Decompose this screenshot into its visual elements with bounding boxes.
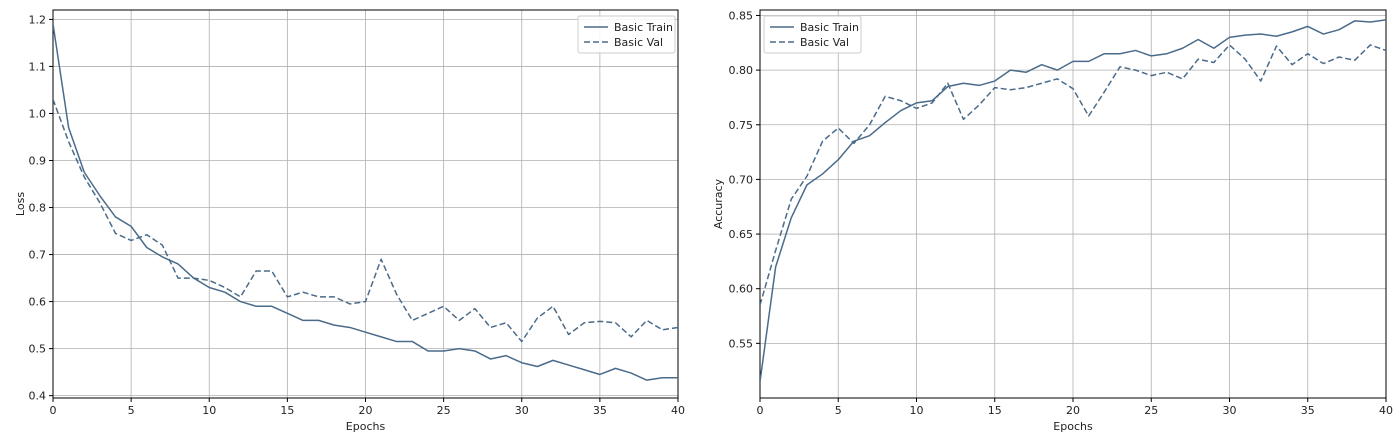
y-tick-label: 1.1 xyxy=(29,60,47,73)
x-tick-label: 0 xyxy=(50,404,57,417)
y-tick-label: 0.9 xyxy=(29,154,47,167)
x-tick-label: 5 xyxy=(835,404,842,417)
y-tick-label: 0.55 xyxy=(729,337,754,350)
legend: Basic Train Basic Val xyxy=(763,15,862,54)
y-tick-label: 0.5 xyxy=(29,343,47,356)
y-tick-label: 0.65 xyxy=(729,228,754,241)
x-tick-label: 5 xyxy=(128,404,135,417)
x-tick-label: 40 xyxy=(671,404,685,417)
y-tick-label: 0.7 xyxy=(29,249,47,262)
legend-box xyxy=(577,15,676,54)
x-tick-label: 40 xyxy=(1379,404,1393,417)
series-line-val xyxy=(760,44,1386,306)
legend-label: Basic Train xyxy=(800,21,859,34)
y-axis-label: Loss xyxy=(14,192,27,216)
x-tick-label: 15 xyxy=(280,404,294,417)
y-tick-label: 0.85 xyxy=(729,9,754,22)
x-tick-label: 15 xyxy=(988,404,1002,417)
y-tick-label: 0.80 xyxy=(729,64,754,77)
series-line-train xyxy=(760,19,1386,382)
y-axis-label: Accuracy xyxy=(712,178,725,229)
y-tick-label: 1.2 xyxy=(29,13,47,26)
x-tick-label: 35 xyxy=(593,404,607,417)
x-tick-label: 20 xyxy=(359,404,373,417)
x-axis-label: Epochs xyxy=(346,420,386,433)
x-tick-label: 30 xyxy=(1223,404,1237,417)
y-tick-label: 1.0 xyxy=(29,107,47,120)
legend-label: Basic Train xyxy=(614,21,673,34)
chart-1: 0 5 10 15 20 25 30 35 40 0.4 0.5 0.6 0.7 0.8 0.9 1.0 1.1… xyxy=(14,9,685,433)
chart-2: 0 5 10 15 20 25 30 35 40 0.55 0.60 0.65 0.70 0.75 0.80… xyxy=(712,9,1393,433)
y-tick-label: 0.4 xyxy=(29,390,47,403)
x-tick-label: 25 xyxy=(1144,404,1158,417)
x-tick-label: 10 xyxy=(910,404,924,417)
x-axis-label: Epochs xyxy=(1053,420,1093,433)
legend-label: Basic Val xyxy=(800,36,849,49)
y-tick-label: 0.6 xyxy=(29,296,47,309)
x-tick-label: 35 xyxy=(1301,404,1315,417)
series-line-val xyxy=(53,99,678,343)
legend: Basic Train Basic Val xyxy=(577,15,676,54)
y-tick-label: 0.70 xyxy=(729,173,754,186)
x-tick-label: 25 xyxy=(437,404,451,417)
y-tick-label: 0.8 xyxy=(29,202,47,215)
x-tick-label: 30 xyxy=(515,404,529,417)
series-line-train xyxy=(53,23,678,381)
x-tick-label: 20 xyxy=(1066,404,1080,417)
x-tick-label: 10 xyxy=(202,404,216,417)
legend-box xyxy=(763,15,862,54)
x-tick-label: 0 xyxy=(757,404,764,417)
legend-label: Basic Val xyxy=(614,36,663,49)
y-tick-label: 0.75 xyxy=(729,119,754,132)
y-tick-label: 0.60 xyxy=(729,283,754,296)
